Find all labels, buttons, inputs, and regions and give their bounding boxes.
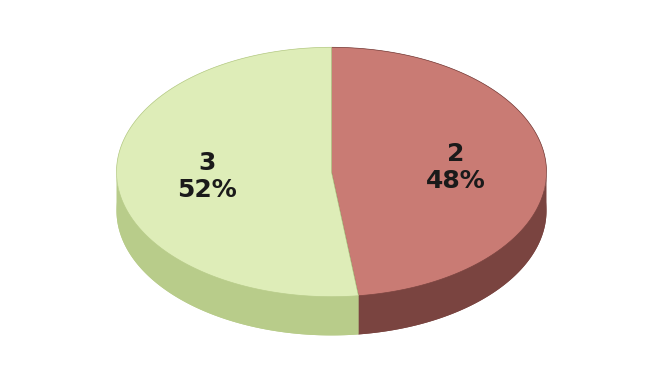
Polygon shape xyxy=(332,86,546,334)
Polygon shape xyxy=(332,172,359,334)
Text: 2
48%: 2 48% xyxy=(426,142,486,194)
Polygon shape xyxy=(332,47,546,296)
Polygon shape xyxy=(332,47,546,180)
Polygon shape xyxy=(117,172,359,336)
Polygon shape xyxy=(117,47,359,297)
Text: 3
52%: 3 52% xyxy=(177,151,237,202)
Polygon shape xyxy=(332,172,359,334)
Polygon shape xyxy=(117,47,332,178)
Polygon shape xyxy=(117,86,359,336)
Polygon shape xyxy=(359,172,546,334)
